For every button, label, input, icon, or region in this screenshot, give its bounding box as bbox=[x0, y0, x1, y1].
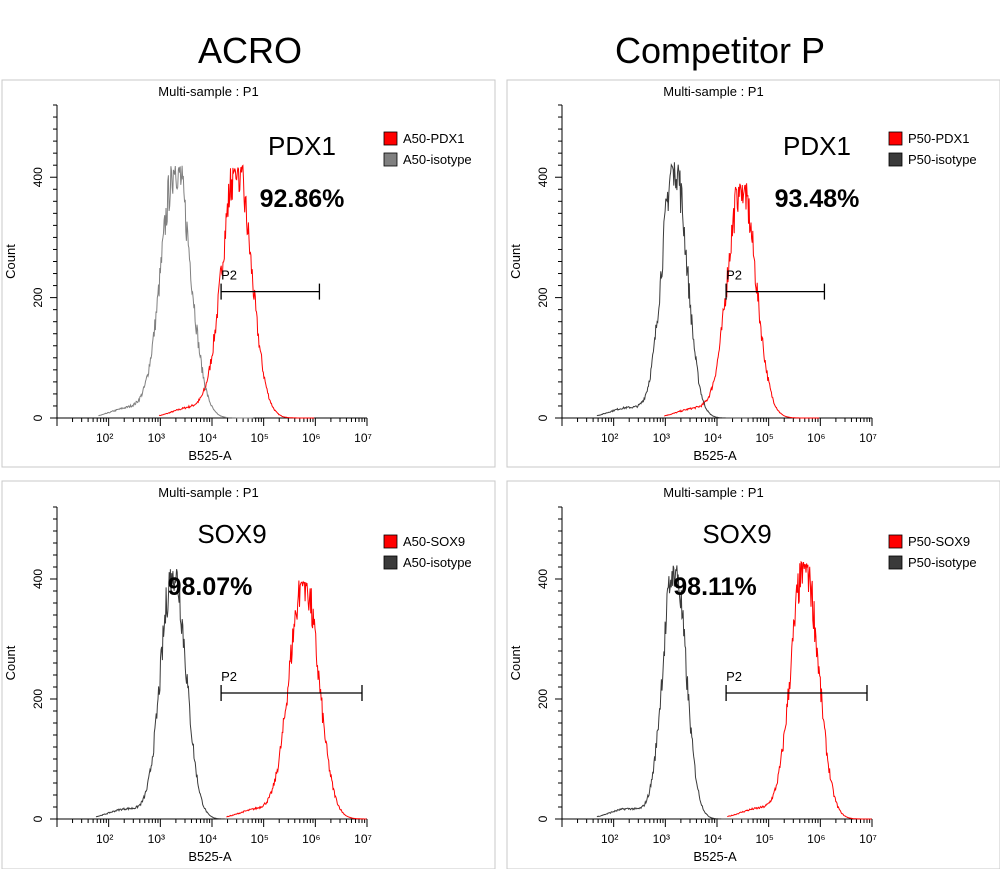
y-tick-label: 200 bbox=[536, 287, 550, 307]
percent-label: 98.07% bbox=[168, 573, 253, 601]
legend-swatch bbox=[888, 555, 903, 570]
gate-label: P2 bbox=[221, 268, 237, 283]
y-tick-label: 0 bbox=[536, 815, 550, 822]
legend-swatch bbox=[888, 152, 903, 167]
percent-label: 98.11% bbox=[673, 573, 756, 601]
plot-title: Multi-sample : P1 bbox=[158, 84, 258, 99]
y-tick-label: 200 bbox=[536, 689, 550, 709]
x-tick-label: 10² bbox=[96, 832, 113, 846]
x-tick-label: 10⁶ bbox=[302, 832, 320, 846]
x-tick-label: 10³ bbox=[653, 832, 670, 846]
panel-frame bbox=[1, 79, 496, 468]
plot-title: Multi-sample : P1 bbox=[158, 485, 258, 500]
legend-entry: P50-isotype bbox=[908, 152, 977, 167]
histogram-panel-4: Multi-sample : P1 0 200 400 Count 10² 10³ 10⁴ 10… bbox=[506, 480, 1000, 869]
y-axis-label: Count bbox=[3, 244, 18, 279]
x-tick-label: 10³ bbox=[653, 431, 670, 445]
x-tick-label: 10⁷ bbox=[354, 431, 372, 445]
histogram-series-isotype bbox=[95, 568, 251, 820]
y-axis-label: Count bbox=[508, 645, 523, 680]
y-tick-label: 400 bbox=[31, 167, 45, 187]
marker-label: PDX1 bbox=[268, 131, 336, 161]
histogram-panel-1: Multi-sample : P1 0 200 400 Count 10² 10³ 10⁴ 10… bbox=[1, 79, 496, 468]
legend-swatch bbox=[383, 534, 398, 549]
y-tick-label: 0 bbox=[31, 815, 45, 822]
legend-entry: A50-SOX9 bbox=[403, 534, 465, 549]
marker-label: SOX9 bbox=[702, 519, 771, 549]
x-tick-label: 10⁵ bbox=[756, 431, 774, 445]
x-tick-label: 10⁷ bbox=[354, 832, 372, 846]
x-tick-label: 10³ bbox=[148, 832, 165, 846]
gate-label: P2 bbox=[726, 268, 742, 283]
x-tick-label: 10⁴ bbox=[199, 431, 218, 445]
histogram-series-sample bbox=[727, 560, 872, 820]
histogram-series-isotype bbox=[596, 565, 752, 820]
gate-label: P2 bbox=[726, 669, 742, 684]
y-tick-label: 200 bbox=[31, 689, 45, 709]
column-title-acro: ACRO bbox=[197, 30, 302, 71]
marker-label: PDX1 bbox=[783, 131, 851, 161]
legend-swatch bbox=[383, 152, 398, 167]
marker-label: SOX9 bbox=[197, 519, 266, 549]
legend-entry: P50-isotype bbox=[908, 555, 977, 570]
panel-frame bbox=[506, 79, 1000, 468]
y-tick-label: 0 bbox=[31, 414, 45, 421]
x-tick-label: 10⁶ bbox=[302, 431, 320, 445]
y-axis-label: Count bbox=[508, 244, 523, 279]
histogram-panel-3: Multi-sample : P1 0 200 400 Count 10² 10³ 10⁴ 10… bbox=[1, 480, 496, 869]
legend-swatch bbox=[888, 131, 903, 146]
legend-entry: P50-SOX9 bbox=[908, 534, 970, 549]
y-tick-label: 400 bbox=[536, 167, 550, 187]
legend-swatch bbox=[383, 555, 398, 570]
x-axis-label: B525-A bbox=[188, 849, 232, 864]
x-tick-label: 10⁵ bbox=[251, 431, 269, 445]
y-tick-label: 0 bbox=[536, 414, 550, 421]
legend-entry: A50-isotype bbox=[403, 555, 472, 570]
histogram-series-sample bbox=[226, 580, 367, 820]
x-tick-label: 10⁷ bbox=[859, 431, 877, 445]
panel-frame bbox=[506, 480, 1000, 869]
plot-title: Multi-sample : P1 bbox=[663, 485, 763, 500]
x-axis-label: B525-A bbox=[188, 448, 232, 463]
histogram-panel-2: Multi-sample : P1 0 200 400 Count 10² 10³ 10⁴ 10… bbox=[506, 79, 1000, 468]
legend-entry: A50-isotype bbox=[403, 152, 472, 167]
x-tick-label: 10⁴ bbox=[199, 832, 218, 846]
percent-label: 92.86% bbox=[260, 185, 345, 213]
plot-title: Multi-sample : P1 bbox=[663, 84, 763, 99]
x-tick-label: 10⁴ bbox=[704, 832, 723, 846]
histogram-series-sample bbox=[664, 183, 820, 419]
x-tick-label: 10² bbox=[96, 431, 113, 445]
x-tick-label: 10² bbox=[601, 431, 618, 445]
x-tick-label: 10⁶ bbox=[807, 832, 825, 846]
x-tick-label: 10⁵ bbox=[251, 832, 269, 846]
legend-entry: P50-PDX1 bbox=[908, 131, 969, 146]
histogram-series-isotype bbox=[596, 162, 752, 419]
x-axis-label: B525-A bbox=[693, 849, 737, 864]
x-axis-label: B525-A bbox=[693, 448, 737, 463]
column-title-competitor: Competitor P bbox=[614, 30, 826, 71]
legend-entry: A50-PDX1 bbox=[403, 131, 464, 146]
panel-frame bbox=[1, 480, 496, 869]
legend-swatch bbox=[383, 131, 398, 146]
y-tick-label: 400 bbox=[31, 569, 45, 589]
gate-label: P2 bbox=[221, 669, 237, 684]
y-axis-label: Count bbox=[3, 645, 18, 680]
x-tick-label: 10⁷ bbox=[859, 832, 877, 846]
y-tick-label: 400 bbox=[536, 569, 550, 589]
x-tick-label: 10³ bbox=[148, 431, 165, 445]
x-tick-label: 10⁶ bbox=[807, 431, 825, 445]
percent-label: 93.48% bbox=[775, 185, 860, 213]
histogram-series-isotype bbox=[98, 165, 254, 419]
legend-swatch bbox=[888, 534, 903, 549]
x-tick-label: 10² bbox=[601, 832, 618, 846]
x-tick-label: 10⁵ bbox=[756, 832, 774, 846]
y-tick-label: 200 bbox=[31, 287, 45, 307]
histogram-series-sample bbox=[158, 164, 315, 419]
x-tick-label: 10⁴ bbox=[704, 431, 723, 445]
